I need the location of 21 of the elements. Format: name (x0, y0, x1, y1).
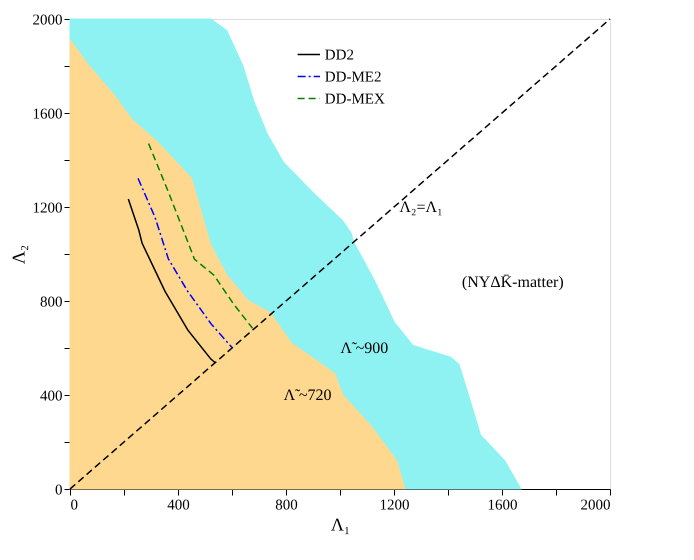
x-tick-label: 800 (275, 498, 298, 514)
y-tick-label: 800 (40, 294, 62, 310)
annotation: Λ̃ ~720 (284, 387, 332, 404)
y-tick-label: 400 (40, 388, 62, 404)
annotation: Λ̃ ~900 (340, 340, 388, 357)
x-tick-label: 1600 (488, 498, 518, 514)
legend-label: DD-MEX (324, 92, 385, 108)
y-axis-title: Λ₂ (8, 244, 28, 264)
x-tick-label: 1200 (380, 498, 410, 514)
annotation: Λ₂=Λ₁ (399, 199, 443, 216)
x-tick-label: 400 (167, 498, 190, 514)
x-tick-label: 2000 (580, 498, 610, 514)
x-axis-title: Λ₁ (330, 514, 350, 534)
y-tick-label: 0 (55, 482, 62, 498)
legend-label: DD2 (324, 48, 354, 64)
y-tick-label: 1600 (32, 106, 62, 122)
y-tick-label: 1200 (32, 200, 62, 216)
x-tick-label: 0 (70, 498, 78, 514)
y-tick-label: 2000 (32, 12, 62, 28)
annotation: (NYΔK̄-matter) (462, 274, 564, 292)
legend-label: DD-ME2 (324, 70, 382, 86)
